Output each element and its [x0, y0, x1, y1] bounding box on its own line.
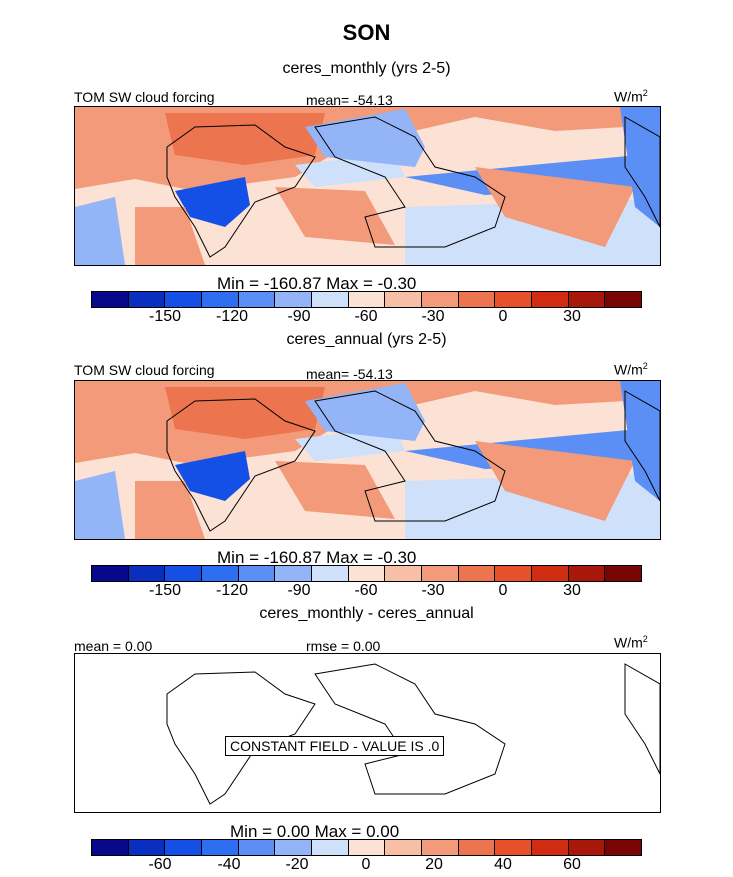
panel-3-map: CONSTANT FIELD - VALUE IS .0 [74, 653, 661, 813]
colorbar-swatch [495, 292, 533, 307]
panel-1-subtitle: ceres_monthly (yrs 2-5) [282, 60, 451, 77]
colorbar-swatch [385, 566, 423, 581]
panel-2-colorbar-tick: -150 [148, 582, 182, 599]
colorbar-swatch [458, 566, 496, 581]
panel-1-mean-label: mean= -54.13 [306, 92, 393, 108]
panel-1-minmax: Min = -160.87 Max = -0.30 [217, 274, 417, 293]
colorbar-swatch [165, 566, 203, 581]
panel-1-colorbar-tick: -120 [215, 308, 249, 325]
colorbar-swatch [165, 292, 203, 307]
panel-2-colorbar-tick: -120 [215, 582, 249, 599]
panel-3-colorbar [91, 839, 642, 856]
panel-1-colorbar-tick: -30 [421, 308, 445, 325]
colorbar-swatch [275, 292, 313, 307]
colorbar-swatch [128, 566, 166, 581]
panel-3-rmse-label: rmse = 0.00 [306, 638, 381, 654]
colorbar-swatch [348, 566, 386, 581]
panel-3-minmax: Min = 0.00 Max = 0.00 [230, 822, 400, 841]
panel-1-colorbar [91, 291, 642, 308]
panel-2-colorbar-tick: 30 [563, 582, 581, 599]
panel-2-colorbar-tick: -30 [421, 582, 445, 599]
panel-2-colorbar-tick: -90 [287, 582, 311, 599]
season-title: SON [342, 20, 391, 45]
colorbar-swatch [385, 292, 423, 307]
colorbar-swatch [128, 840, 166, 855]
colorbar-swatch [422, 840, 459, 855]
colorbar-swatch [92, 840, 129, 855]
colorbar-swatch [605, 292, 642, 307]
panel-3-colorbar-tick: -40 [217, 856, 241, 873]
panel-2-colorbar-tick: 0 [498, 582, 508, 599]
panel-3-colorbar-tick: 0 [361, 856, 371, 873]
colorbar-swatch [275, 566, 313, 581]
panel-3-colorbar-tick: -20 [285, 856, 309, 873]
colorbar-swatch [202, 840, 239, 855]
colorbar-swatch [202, 292, 239, 307]
colorbar-swatch [238, 840, 276, 855]
panel-3-subtitle: ceres_monthly - ceres_annual [259, 605, 474, 622]
panel-3-colorbar-tick: 20 [425, 856, 443, 873]
colorbar-swatch [385, 840, 423, 855]
constant-field-note: CONSTANT FIELD - VALUE IS .0 [225, 736, 445, 756]
panel-1-colorbar-tick: -60 [354, 308, 378, 325]
colorbar-swatch [605, 566, 642, 581]
panel-2-minmax: Min = -160.87 Max = -0.30 [217, 548, 417, 567]
panel-3-colorbar-tick: -60 [148, 856, 172, 873]
colorbar-swatch [532, 840, 569, 855]
colorbar-swatch [92, 566, 129, 581]
panel-2-colorbar-tick: -60 [354, 582, 378, 599]
panel-1-colorbar-tick: -90 [287, 308, 311, 325]
colorbar-swatch [458, 292, 496, 307]
colorbar-swatch [238, 292, 276, 307]
colorbar-swatch [312, 292, 349, 307]
panel-2-variable-label: TOM SW cloud forcing [74, 362, 215, 378]
colorbar-swatch [312, 840, 349, 855]
colorbar-swatch [348, 292, 386, 307]
colorbar-swatch [568, 566, 606, 581]
panel-2-mean-label: mean= -54.13 [306, 366, 393, 382]
panel-1-map [74, 106, 661, 266]
colorbar-swatch [568, 840, 606, 855]
panel-2-colorbar [91, 565, 642, 582]
colorbar-swatch [422, 292, 459, 307]
panel-2-units: W/m2 [614, 361, 648, 378]
colorbar-swatch [532, 292, 569, 307]
panel-1-colorbar-tick: 30 [563, 308, 581, 325]
colorbar-swatch [275, 840, 313, 855]
colorbar-swatch [202, 566, 239, 581]
colorbar-swatch [128, 292, 166, 307]
colorbar-swatch [605, 840, 642, 855]
colorbar-swatch [422, 566, 459, 581]
colorbar-swatch [568, 292, 606, 307]
panel-3-mean-label: mean = 0.00 [74, 638, 153, 654]
panel-3-colorbar-tick: 40 [494, 856, 512, 873]
panel-3-units: W/m2 [614, 634, 648, 651]
colorbar-swatch [238, 566, 276, 581]
panel-1-units: W/m2 [614, 88, 648, 105]
colorbar-swatch [348, 840, 386, 855]
colorbar-swatch [495, 566, 533, 581]
colorbar-swatch [532, 566, 569, 581]
panel-2-map [74, 380, 661, 540]
panel-1-colorbar-tick: -150 [148, 308, 182, 325]
colorbar-swatch [495, 840, 533, 855]
colorbar-swatch [458, 840, 496, 855]
colorbar-swatch [165, 840, 203, 855]
panel-1-variable-label: TOM SW cloud forcing [74, 89, 215, 105]
panel-3-colorbar-tick: 60 [563, 856, 581, 873]
colorbar-swatch [92, 292, 129, 307]
colorbar-swatch [312, 566, 349, 581]
panel-2-subtitle: ceres_annual (yrs 2-5) [286, 331, 447, 348]
panel-1-colorbar-tick: 0 [498, 308, 508, 325]
